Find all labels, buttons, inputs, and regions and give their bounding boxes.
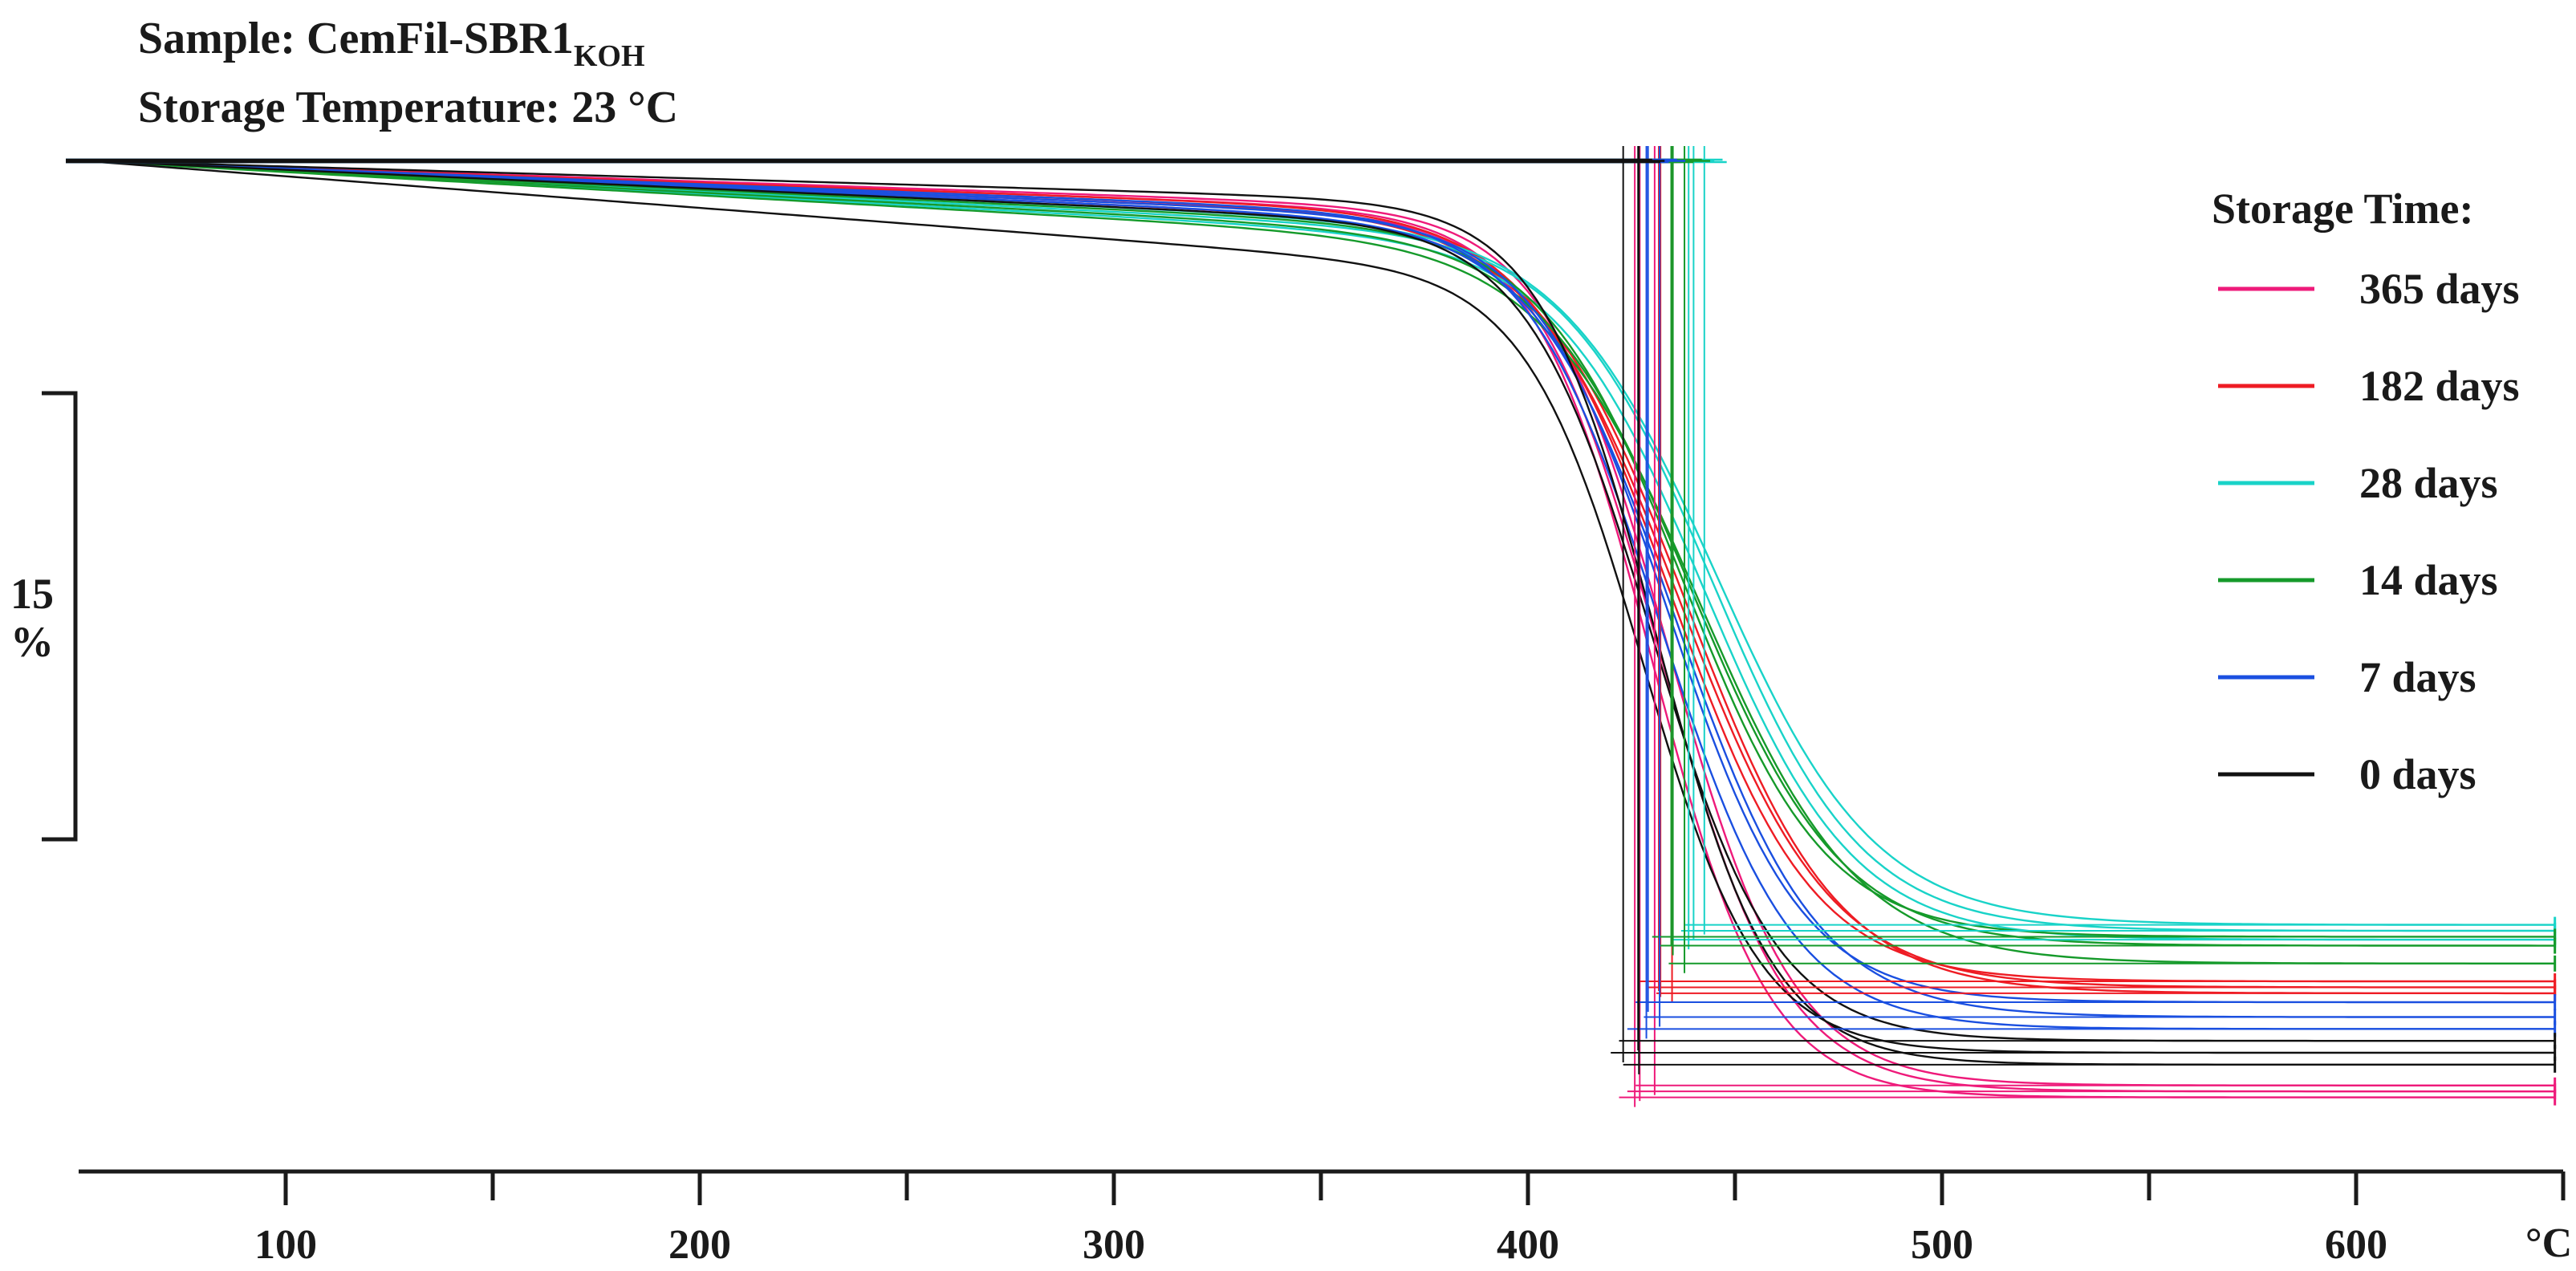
scale-bar-bracket (42, 391, 78, 842)
x-tick-label: 200 (668, 1222, 731, 1268)
legend-label: 182 days (2359, 362, 2520, 410)
sample-title: Sample: CemFil-SBR1KOH (138, 14, 645, 73)
reference-markers (66, 146, 2557, 1107)
curve-14-days (87, 160, 2555, 947)
legend-title: Storage Time: (2212, 185, 2473, 233)
curve-7-days (87, 160, 2555, 1030)
legend-label: 365 days (2359, 265, 2520, 313)
curve-0-days (87, 160, 2555, 1042)
x-ticks: 100 200 300 400 500 600 (254, 1172, 2566, 1268)
x-tick-label: 400 (1497, 1222, 1559, 1268)
curve-28-days (87, 160, 2555, 941)
x-tick-label: 600 (2325, 1222, 2387, 1268)
curve-182-days (87, 160, 2555, 983)
x-tick-label: 100 (254, 1222, 317, 1268)
legend: Storage Time: 365 days 182 days 28 days 14 … (2212, 185, 2520, 798)
curves (87, 160, 2555, 1098)
legend-label: 0 days (2359, 750, 2476, 798)
curve-182-days (87, 160, 2555, 989)
legend-label: 7 days (2359, 653, 2476, 701)
x-tick-label: 300 (1083, 1222, 1145, 1268)
curve-28-days (87, 160, 2555, 926)
x-tick-label: 500 (1911, 1222, 1973, 1268)
sample-subscript: KOH (574, 39, 645, 73)
curve-365-days (87, 160, 2555, 1093)
curve-365-days (87, 160, 2555, 1098)
curve-7-days (87, 160, 2555, 1018)
x-axis-label: °C (2525, 1220, 2572, 1266)
curve-365-days (87, 160, 2555, 1086)
sample-label: Sample: CemFil-SBR1 (138, 14, 574, 63)
scale-bar-unit: % (10, 618, 54, 666)
curve-182-days (87, 160, 2555, 995)
curve-14-days (87, 160, 2555, 938)
legend-items: 365 days 182 days 28 days 14 days 7 days 0 da… (2218, 265, 2520, 798)
x-axis: 100 200 300 400 500 600 °C (79, 1169, 2572, 1268)
scale-bar: 15 % (10, 391, 78, 842)
storage-temperature: Storage Temperature: 23 °C (138, 83, 678, 132)
legend-label: 28 days (2359, 459, 2498, 507)
scale-bar-value: 15 (10, 570, 54, 618)
curve-0-days (87, 160, 2555, 1054)
plot-area (66, 146, 2557, 1107)
curve-14-days (87, 160, 2555, 964)
legend-label: 14 days (2359, 556, 2498, 604)
curve-7-days (87, 160, 2555, 1004)
curve-28-days (87, 160, 2555, 932)
